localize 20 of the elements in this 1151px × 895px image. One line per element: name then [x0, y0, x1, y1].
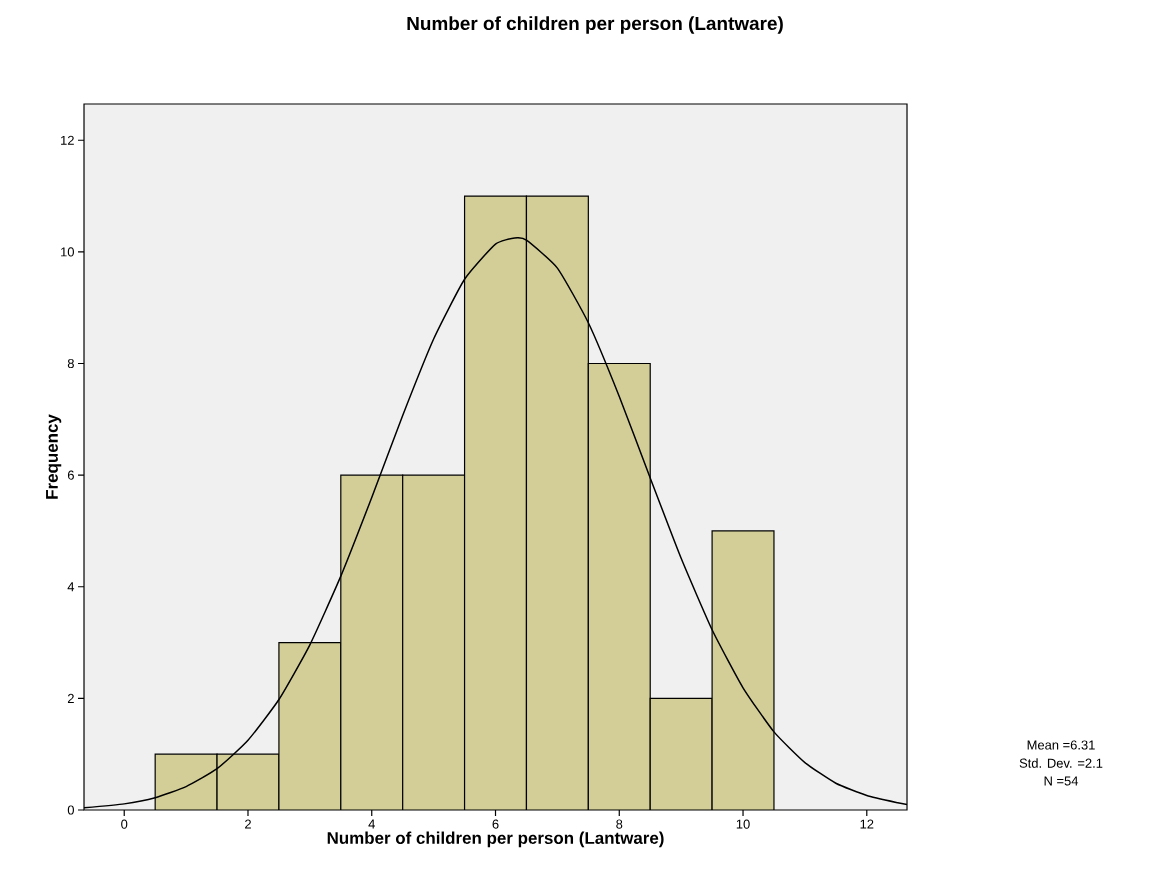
- x-tick-label: 10: [736, 819, 750, 829]
- text: Mean =6.31: [1027, 740, 1095, 750]
- x-tick-label: 2: [245, 819, 251, 829]
- x-tick-label: 4: [368, 819, 375, 829]
- x-tick-label: 8: [616, 819, 623, 829]
- chart-title: Number of children per person (Lantware): [407, 16, 783, 34]
- text: N =54: [1044, 776, 1079, 786]
- y-tick-label: 12: [61, 135, 74, 145]
- text: Std. Dev. =2.1: [1019, 758, 1103, 768]
- y-tick-label: 6: [67, 470, 74, 480]
- x-tick-label: 12: [860, 819, 874, 829]
- y-tick-label: 4: [67, 582, 75, 592]
- y-tick-label: 8: [67, 358, 74, 369]
- x-axis-title: Number of children per person (Lantware): [327, 831, 664, 848]
- x-tick-label: 0: [121, 819, 128, 829]
- y-tick-label: 10: [61, 247, 74, 257]
- y-tick-label: 0: [67, 805, 74, 815]
- y-axis-title: Frequency: [46, 414, 62, 499]
- x-tick-label: 6: [492, 819, 499, 829]
- y-tick-label: 2: [67, 693, 74, 703]
